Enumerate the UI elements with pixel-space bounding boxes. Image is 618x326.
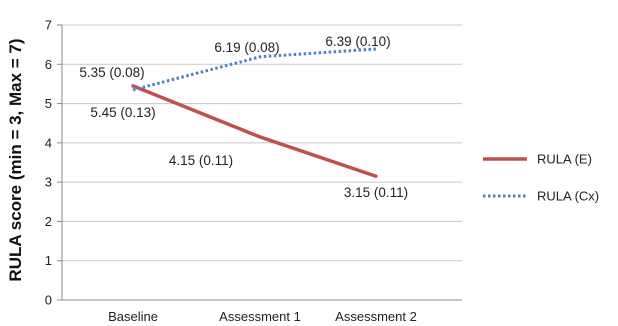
data-label: 6.19 (0.08): [214, 40, 279, 55]
legend: RULA (E) RULA (Cx): [483, 152, 599, 204]
data-label: 5.35 (0.08): [79, 65, 144, 80]
x-axis-ticks: Baseline Assessment 1 Assessment 2: [108, 309, 417, 324]
data-label: 4.15 (0.11): [169, 153, 233, 168]
series-line-rula-cx: [132, 47, 377, 92]
y-tick-label: 2: [45, 214, 52, 229]
data-label: 6.39 (0.10): [325, 34, 390, 49]
y-axis-ticks: 0 1 2 3 4 5 6 7: [45, 18, 52, 308]
x-tick-label: Baseline: [108, 309, 158, 324]
y-axis-label: RULA score (min = 3, Max = 7): [6, 38, 25, 281]
grid-lines: [57, 24, 462, 301]
y-tick-label: 6: [45, 57, 52, 72]
y-tick-label: 0: [45, 293, 52, 308]
data-label: 3.15 (0.11): [344, 185, 408, 200]
series-group: [131, 47, 378, 178]
y-tick-label: 4: [45, 135, 52, 150]
y-tick-label: 3: [45, 175, 52, 190]
y-tick-label: 7: [45, 18, 52, 33]
y-tick-label: 1: [45, 253, 52, 268]
data-label: 5.45 (0.13): [90, 105, 155, 120]
data-labels: 5.45 (0.13) 4.15 (0.11) 3.15 (0.11) 5.35 (0…: [79, 34, 408, 200]
x-tick-label: Assessment 1: [219, 309, 301, 324]
y-tick-label: 5: [45, 96, 52, 111]
legend-label: RULA (Cx): [537, 189, 599, 204]
x-tick-label: Assessment 2: [335, 309, 417, 324]
legend-label: RULA (E): [537, 152, 592, 167]
